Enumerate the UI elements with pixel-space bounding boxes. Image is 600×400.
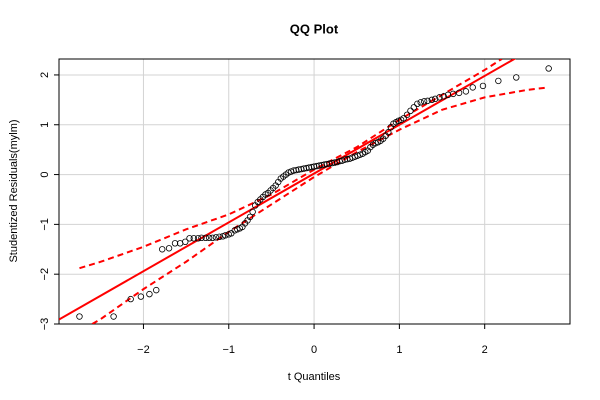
y-tick-label: −1 xyxy=(39,218,51,231)
point xyxy=(205,234,213,242)
point xyxy=(127,295,134,303)
point xyxy=(222,232,229,239)
point xyxy=(424,97,431,105)
point xyxy=(414,100,421,108)
point xyxy=(194,235,202,242)
point xyxy=(249,208,256,216)
point xyxy=(479,82,487,90)
confidence-band xyxy=(79,59,503,270)
point xyxy=(209,234,216,242)
point xyxy=(182,238,189,246)
point xyxy=(469,84,476,91)
point xyxy=(462,88,470,95)
y-tick-label: 1 xyxy=(39,122,51,128)
point xyxy=(146,290,153,298)
point xyxy=(159,246,166,253)
confidence-band xyxy=(91,86,549,324)
point xyxy=(545,65,552,72)
point xyxy=(216,233,223,241)
point xyxy=(495,77,502,85)
x-tick-label: 2 xyxy=(482,344,488,356)
point xyxy=(428,96,435,104)
point xyxy=(165,245,173,252)
point xyxy=(186,235,193,242)
y-tick-label: −2 xyxy=(39,268,51,281)
point xyxy=(198,234,205,242)
point xyxy=(440,93,447,100)
point xyxy=(410,104,418,111)
point xyxy=(212,234,220,241)
point xyxy=(246,213,254,221)
point xyxy=(137,293,145,300)
point xyxy=(513,74,520,81)
point xyxy=(153,286,160,294)
x-tick-label: −1 xyxy=(222,344,235,356)
x-tick-label: 0 xyxy=(311,344,317,356)
point xyxy=(436,94,443,101)
point xyxy=(417,99,424,106)
plot-area xyxy=(59,59,552,324)
chart-title: QQ Plot xyxy=(290,21,339,36)
point xyxy=(403,111,411,118)
point xyxy=(420,98,428,105)
point xyxy=(202,234,209,242)
point xyxy=(432,95,439,103)
point xyxy=(171,240,179,247)
x-tick-label: −2 xyxy=(137,344,150,356)
plot-frame xyxy=(58,58,571,325)
y-axis-label: Studentized Residuals(mylm) xyxy=(8,119,20,262)
y-tick-label: 2 xyxy=(39,72,51,78)
point xyxy=(400,115,407,122)
y-tick-label: 0 xyxy=(39,172,51,178)
x-axis-label: t Quantiles xyxy=(288,371,341,383)
point xyxy=(76,313,83,320)
point xyxy=(407,107,414,115)
point xyxy=(455,89,463,97)
x-tick-label: 1 xyxy=(396,344,402,356)
point xyxy=(110,313,117,320)
point xyxy=(190,235,197,242)
point xyxy=(449,90,457,98)
point xyxy=(385,129,392,136)
y-tick-label: −3 xyxy=(39,318,51,331)
reference-line xyxy=(59,59,517,321)
